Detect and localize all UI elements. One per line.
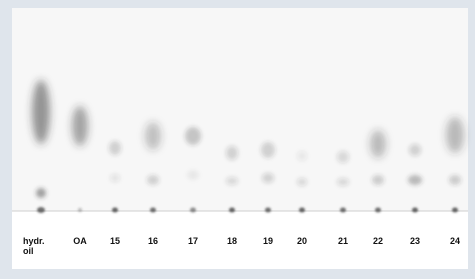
spot [265,208,271,213]
spot [110,174,120,182]
spot [337,151,349,163]
lane-label: 19 [263,236,273,246]
spot [226,146,238,160]
spot [337,178,349,186]
spot [446,117,464,153]
spot [36,188,46,198]
lane-label: 20 [297,236,307,246]
spot [150,208,156,213]
spot [412,208,418,213]
lane-label: 22 [373,236,383,246]
spot [112,208,118,213]
spot [452,208,458,213]
spot [109,141,121,155]
lane-label: 23 [410,236,420,246]
spot [449,175,461,185]
spot [187,170,199,180]
lane-label: 18 [227,236,237,246]
spot [72,106,88,146]
spot [375,208,381,213]
spot [261,142,275,158]
lane-label: 24 [450,236,460,246]
spot [409,144,421,156]
spot [147,175,159,185]
spot [226,177,238,185]
lane-label: 16 [148,236,158,246]
lane-label: 17 [188,236,198,246]
page: hydr.oilOA15161718192021222324 (() => { … [0,0,475,279]
lane-label: oil [23,246,34,256]
spot [340,208,346,213]
lane-label: OA [73,236,87,246]
spot [145,122,161,150]
lane-label: 15 [110,236,120,246]
spot [408,175,422,185]
tlc-image: hydr.oil OA 15 16 17 18 19 20 21 22 23 24 [0,0,475,279]
spot [297,151,307,161]
spot [37,207,45,213]
spot [78,208,82,212]
lane-label: hydr. [23,236,45,246]
spot [185,127,201,145]
spot [299,208,305,213]
spot [297,178,307,186]
spot [229,208,235,213]
spot [32,80,50,144]
spot [262,173,274,183]
lane-label: 21 [338,236,348,246]
spot [372,175,384,185]
spot [370,130,386,158]
spot [190,208,196,213]
